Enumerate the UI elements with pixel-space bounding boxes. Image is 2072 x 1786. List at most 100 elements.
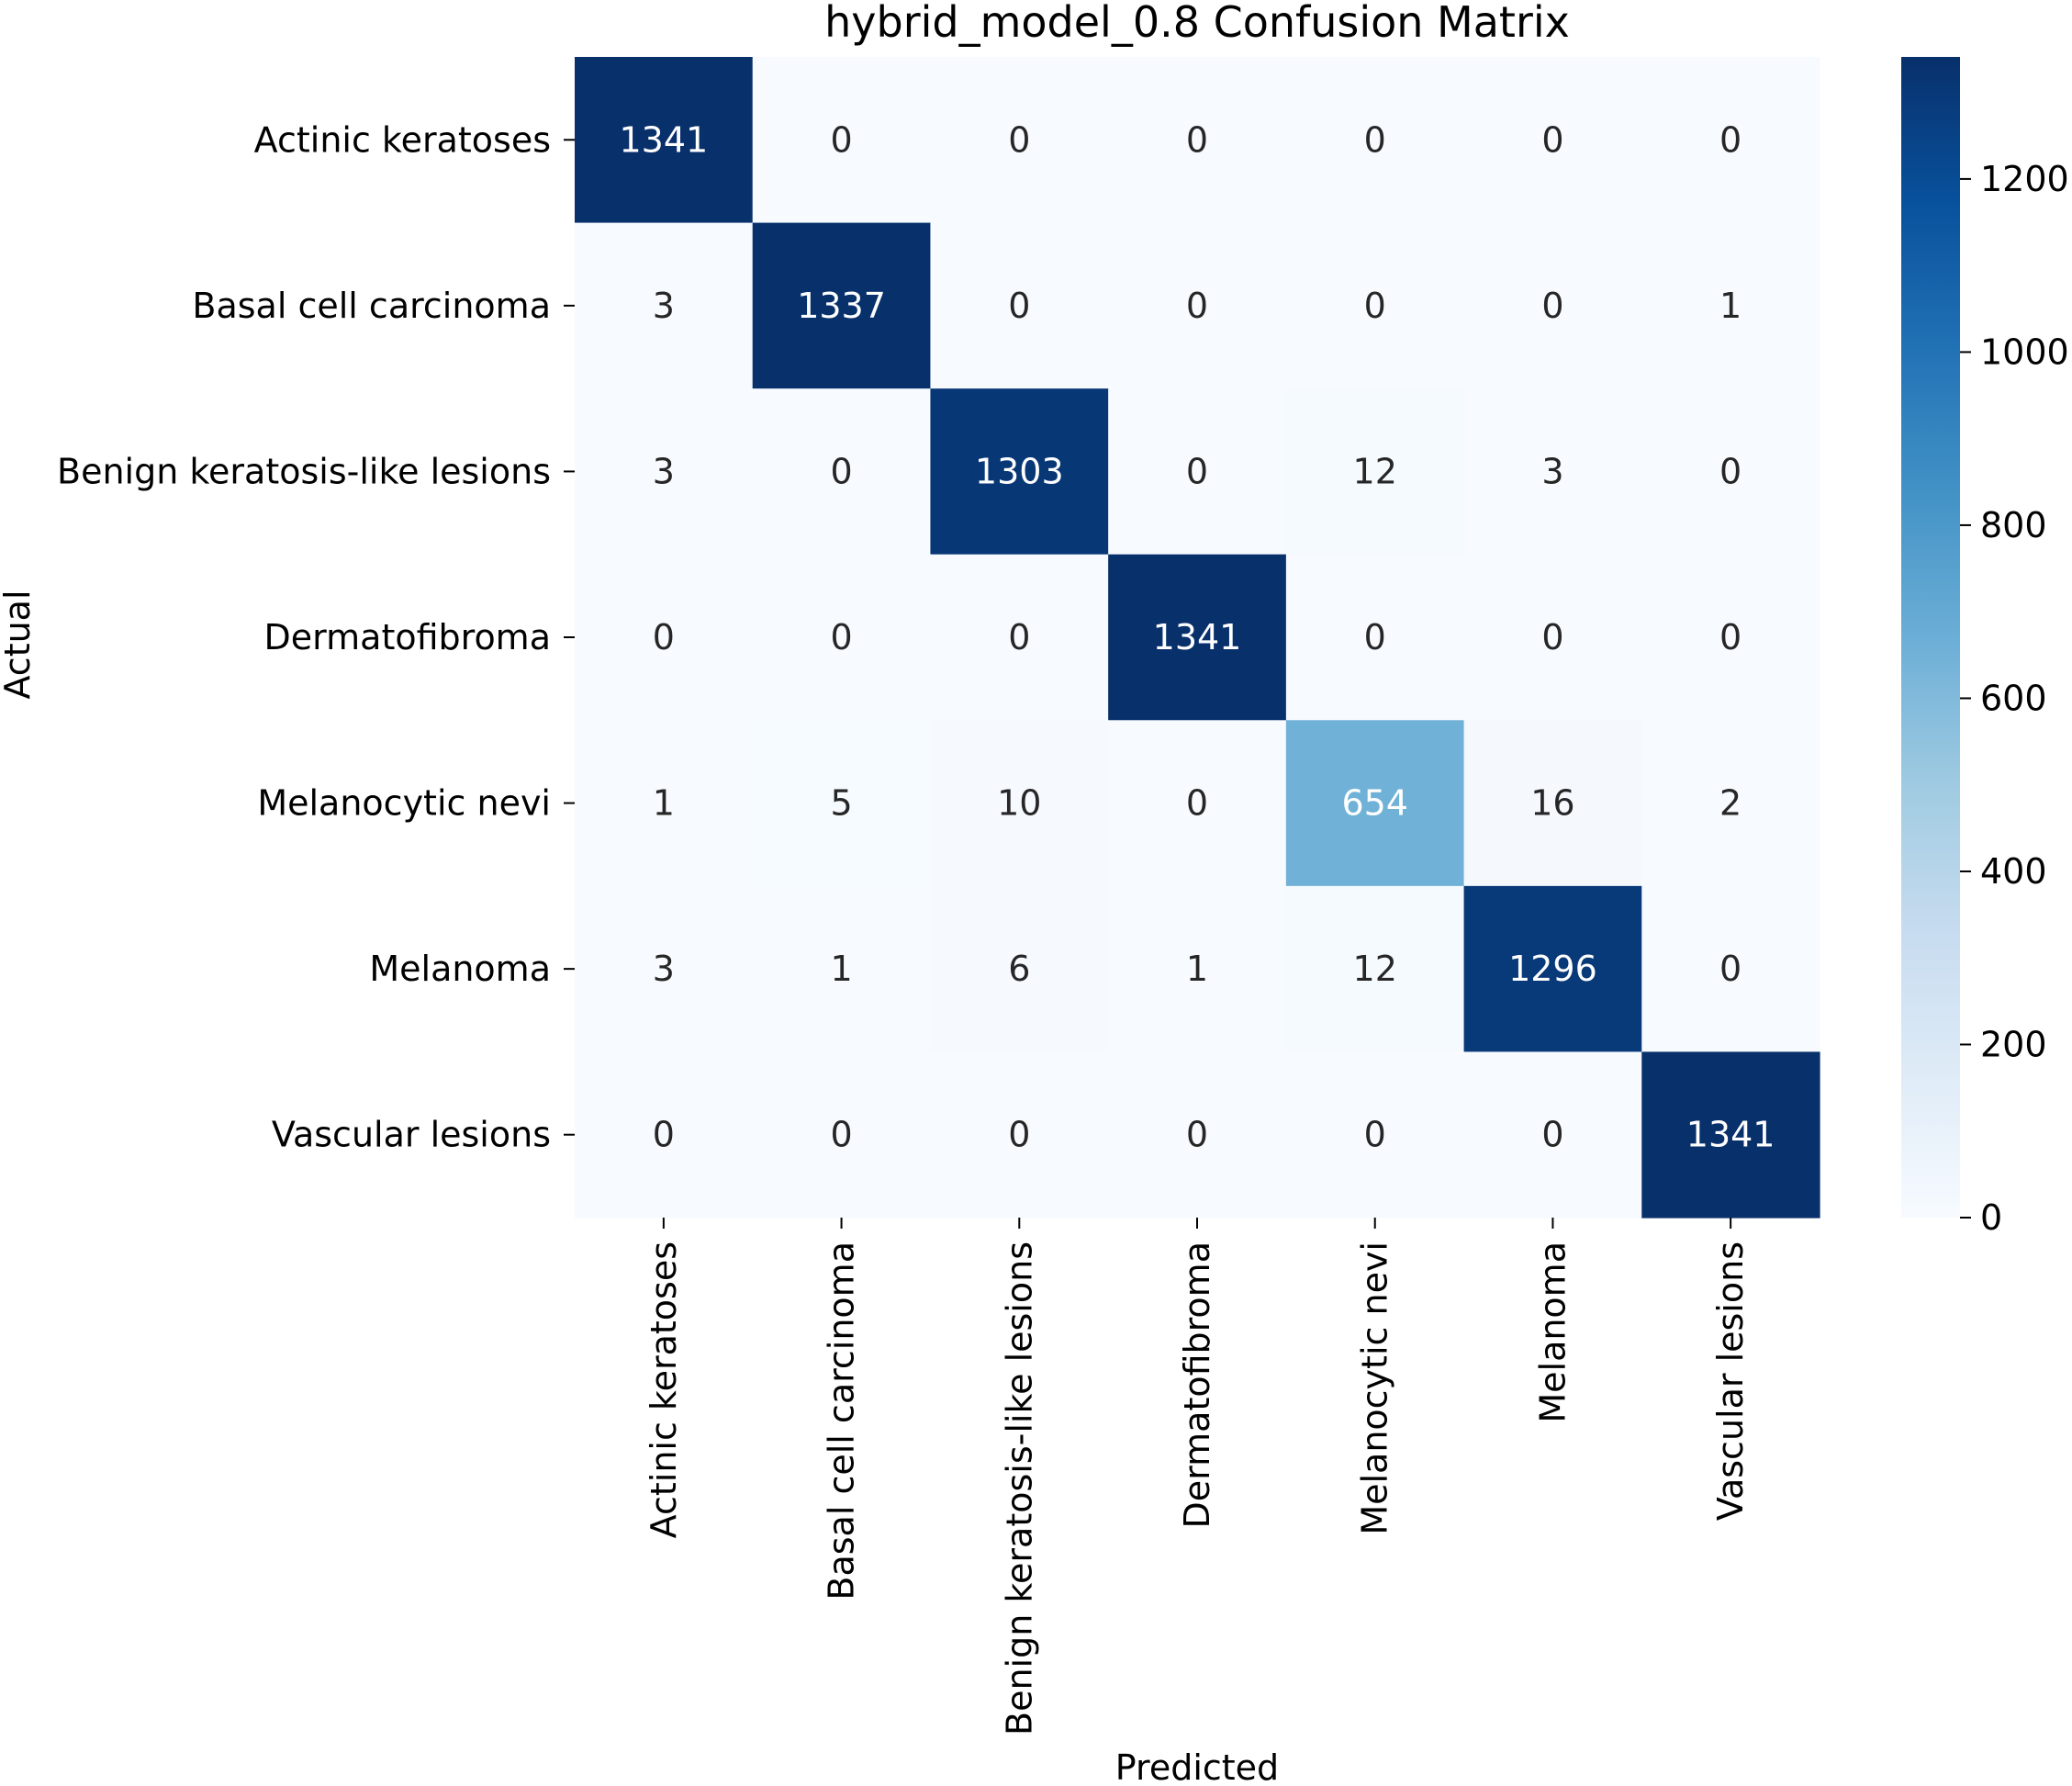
cell-value-label: 0 [1008,286,1030,326]
heatmap-cell [575,1051,754,1219]
heatmap-cell [575,388,754,556]
colorbar-gradient [1901,57,1960,1218]
cell-value-label: 0 [1541,1115,1563,1155]
cell-value-label: 0 [1186,783,1208,824]
y-tick-label: Actinic keratoses [254,119,551,160]
heatmap-cell [752,57,932,224]
cell-value-label: 3 [653,286,675,326]
cell-value-label: 3 [653,949,675,989]
heatmap-cell [1285,554,1465,721]
cell-value-label: 1341 [1153,617,1242,657]
y-tick-label: Vascular lesions [272,1115,551,1155]
cell-value-label: 0 [830,119,852,160]
heatmap-cell [1108,57,1287,224]
heatmap-cell [1463,554,1642,721]
cell-value-label: 0 [1186,119,1208,160]
cell-value-label: 0 [830,451,852,491]
heatmap-cell [1108,885,1287,1053]
x-tick-label: Vascular lesions [1710,1241,1751,1521]
cell-value-label: 1303 [975,451,1064,491]
cell-value-label: 1341 [619,119,708,160]
cell-value-label: 0 [1364,617,1386,657]
cell-value-label: 0 [1008,1115,1030,1155]
cell-value-label: 0 [1008,119,1030,160]
heatmap-cell [1108,388,1287,556]
x-tick-label: Basal cell carcinoma [822,1241,862,1601]
heatmap-cell [1108,1051,1287,1219]
heatmap-cell [1641,885,1820,1053]
colorbar: 0 200 400 600 800 1000 1200 [1901,57,2069,1238]
heatmap-cell [575,554,754,721]
cell-value-label: 16 [1530,783,1574,824]
cell-value-label: 0 [1541,617,1563,657]
colorbar-tick-label: 1200 [1980,159,2069,199]
heatmap-cell [1285,57,1465,224]
cell-value-label: 0 [1541,119,1563,160]
heatmap-cell [752,1051,932,1219]
cell-value-label: 5 [830,783,852,824]
y-tick-label: Melanoma [369,949,551,989]
cell-value-label: 0 [653,617,675,657]
cell-value-label: 0 [1719,119,1742,160]
cell-value-label: 0 [1364,286,1386,326]
heatmap-cell [930,388,1109,556]
heatmap-cells [575,57,1820,1219]
cell-value-label: 1 [1719,286,1742,326]
heatmap-cell [575,222,754,389]
heatmap-cell [1108,720,1287,887]
heatmap-cell [930,57,1109,224]
cell-value-label: 0 [1364,1115,1386,1155]
heatmap-cell [1463,885,1642,1053]
cell-value-label: 2 [1719,783,1742,824]
y-axis: Actinic keratoses Basal cell carcinoma Ben… [57,119,575,1155]
colorbar-tick-label: 200 [1980,1024,2047,1064]
heatmap-cell [1285,885,1465,1053]
x-tick-label: Melanoma [1532,1241,1573,1423]
heatmap-cell [1641,554,1820,721]
heatmap-cell [1108,554,1287,721]
heatmap-cell [930,1051,1109,1219]
heatmap-cell [1285,1051,1465,1219]
y-tick-label: Basal cell carcinoma [192,286,551,326]
cell-value-label: 0 [653,1115,675,1155]
heatmap-cell [752,222,932,389]
cell-value-label: 0 [830,617,852,657]
heatmap-cell [1463,57,1642,224]
heatmap-cell [1108,222,1287,389]
x-tick-label: Actinic keratoses [644,1241,684,1538]
cell-value-label: 1 [653,783,675,824]
heatmap-cell-labels: 1341 0 0 0 0 0 03 1337 0 0 0 0 13 0 1303 0 12 3 00 0 0 1341 0 0… [619,119,1775,1154]
heatmap-cell [1463,720,1642,887]
heatmap-cell [575,885,754,1053]
cell-value-label: 1 [1186,949,1208,989]
cell-value-label: 654 [1341,783,1408,824]
cell-value-label: 3 [1541,451,1563,491]
cell-value-label: 10 [997,783,1041,824]
heatmap-cell [575,57,754,224]
x-tick-label: Dermatofibroma [1177,1241,1217,1528]
cell-value-label: 12 [1353,949,1397,989]
heatmap-cell [1641,720,1820,887]
cell-value-label: 1341 [1686,1115,1775,1155]
heatmap-cell [1285,720,1465,887]
heatmap-cell [1641,388,1820,556]
heatmap-cell [752,388,932,556]
x-tick-label: Melanocytic nevi [1355,1241,1395,1535]
cell-value-label: 1296 [1508,949,1597,989]
x-axis-label: Predicted [1115,1747,1279,1786]
cell-value-label: 0 [1719,617,1742,657]
colorbar-tick-label: 600 [1980,678,2047,718]
cell-value-label: 12 [1353,451,1397,491]
cell-value-label: 0 [1186,1115,1208,1155]
heatmap-cell [930,885,1109,1053]
heatmap-cell [1641,222,1820,389]
heatmap-cell [752,720,932,887]
y-tick-label: Benign keratosis-like lesions [57,451,551,491]
colorbar-tick-label: 400 [1980,851,2047,892]
colorbar-tick-label: 1000 [1980,331,2069,372]
cell-value-label: 0 [1008,617,1030,657]
heatmap-cell [752,554,932,721]
heatmap-cell [1285,222,1465,389]
heatmap-cell [930,222,1109,389]
